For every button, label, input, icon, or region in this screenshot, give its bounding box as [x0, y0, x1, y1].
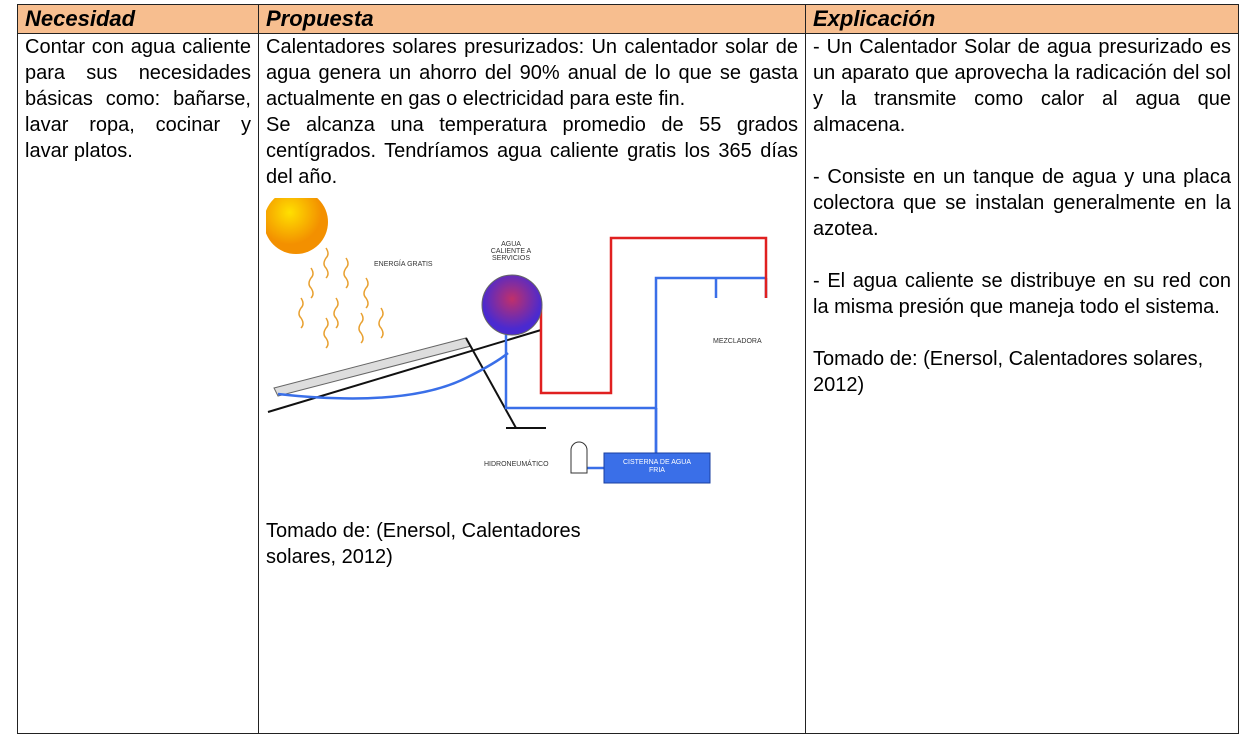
- rays: [298, 247, 384, 349]
- sun: [266, 198, 328, 254]
- text: Contar con agua caliente para sus necesi…: [25, 36, 251, 162]
- text: Calentadores solares presurizados: Un ca…: [266, 36, 798, 110]
- cell: Calentadores solares presurizados: Un ca…: [258, 33, 806, 734]
- text: - Consiste en un tanque de agua y una pl…: [813, 166, 1231, 240]
- table: Necesidad Propuesta Explicación Contar c…: [17, 4, 1239, 734]
- label: FRIA: [649, 467, 665, 474]
- caption: Tomado de: (Enersol, Calentadores solare…: [266, 520, 581, 568]
- label: MEZCLADORA: [713, 338, 762, 345]
- text: - Un Calentador Solar de agua presurizad…: [813, 36, 1231, 136]
- diagram: ENERGÍA GRATIS AGUA CALIENTE A SERVICIOS…: [266, 198, 768, 484]
- header-cell: Explicación: [805, 4, 1239, 34]
- label: HIDRONEUMÁTICO: [484, 459, 549, 468]
- text: Tomado de: (Enersol, Calentadores solare…: [813, 348, 1204, 396]
- label: AGUA: [501, 241, 521, 248]
- label: ENERGÍA GRATIS: [374, 259, 433, 268]
- label: SERVICIOS: [492, 255, 530, 262]
- header-cell: Necesidad: [17, 4, 259, 34]
- cell: - Un Calentador Solar de agua presurizad…: [805, 33, 1239, 734]
- cistern: [603, 452, 711, 484]
- label: CALIENTE A: [491, 248, 532, 255]
- tank: [481, 274, 543, 336]
- header-cell: Propuesta: [258, 4, 806, 34]
- text: - El agua caliente se distribuye en su r…: [813, 270, 1231, 318]
- cell: Contar con agua caliente para sus necesi…: [17, 33, 259, 734]
- text: Se alcanza una temperatura promedio de 5…: [266, 114, 798, 188]
- label: CISTERNA DE AGUA: [623, 459, 691, 466]
